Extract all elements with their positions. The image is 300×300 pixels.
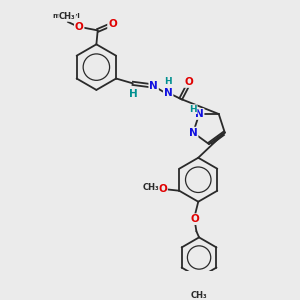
Text: H: H	[164, 77, 172, 86]
Text: N: N	[149, 81, 158, 91]
Text: methyl: methyl	[52, 13, 80, 19]
Text: N: N	[195, 109, 204, 119]
Text: O: O	[158, 184, 167, 194]
Text: CH₃: CH₃	[59, 12, 76, 21]
Text: CH₃: CH₃	[191, 291, 207, 300]
Text: O: O	[75, 22, 84, 32]
Text: H: H	[190, 105, 197, 114]
Text: O: O	[190, 214, 199, 224]
Text: H: H	[129, 89, 138, 99]
Text: O: O	[108, 19, 117, 29]
Text: N: N	[189, 128, 198, 138]
Text: N: N	[164, 88, 172, 98]
Text: CH₃: CH₃	[142, 183, 159, 192]
Text: O: O	[184, 77, 193, 87]
